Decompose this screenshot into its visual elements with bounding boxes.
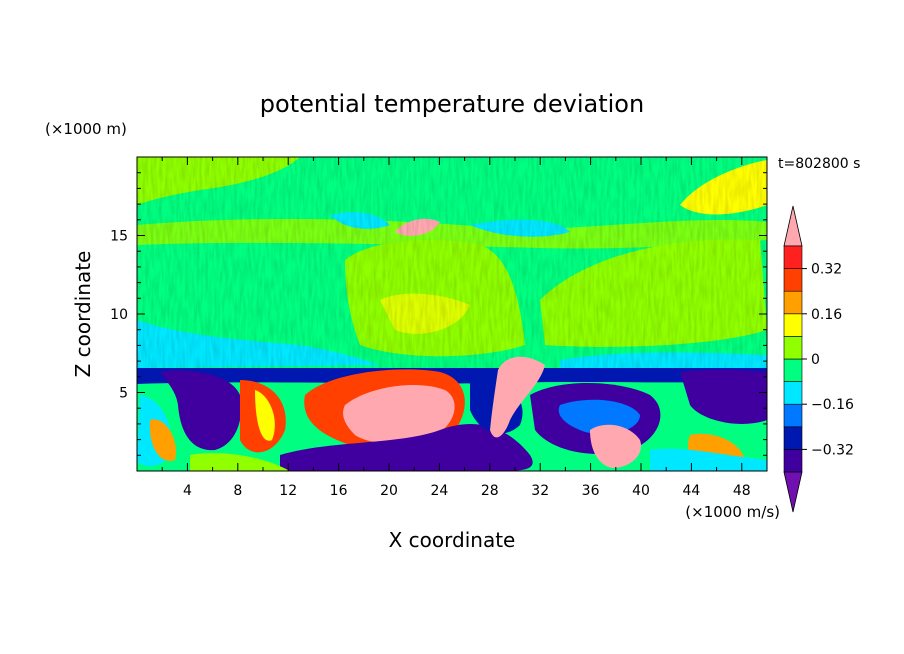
field-mid-purple-band <box>280 424 533 471</box>
x-tick-label: 32 <box>531 483 549 499</box>
field-orange-eddy-left <box>149 419 176 461</box>
y-tick-label: 10 <box>110 307 128 323</box>
field-lower-blue-band <box>137 368 767 384</box>
field-bottom-left-green <box>190 453 290 471</box>
x-tick-label: 40 <box>632 483 650 499</box>
field-bottom-right-cyan <box>650 448 767 471</box>
x-tick-label: 20 <box>380 483 398 499</box>
x-tick-label: 4 <box>183 483 192 499</box>
colorbar-bin <box>783 381 803 405</box>
field-big-pink-swirl <box>343 385 455 444</box>
colorbar-label: −0.32 <box>811 442 854 458</box>
x-tick-label: 8 <box>233 483 242 499</box>
colorbar-bin <box>783 313 803 337</box>
y-tick-label: 5 <box>119 386 128 402</box>
x-unit-label: (×1000 m/s) <box>685 503 780 521</box>
field-right-pink-blob <box>590 424 641 468</box>
colorbar-label: 0.32 <box>811 262 842 278</box>
x-axis: 4 8 12 16 20 24 28 32 36 40 44 48 <box>161 157 751 499</box>
colorbar-label: 0 <box>811 352 820 368</box>
colorbar-bin <box>783 403 803 428</box>
x-tick-label: 48 <box>733 483 751 499</box>
x-tick-label: 12 <box>279 483 297 499</box>
colorbar-bin <box>783 449 803 473</box>
chart-title: potential temperature deviation <box>260 90 644 118</box>
x-tick-label: 36 <box>582 483 600 499</box>
x-tick-label: 28 <box>481 483 499 499</box>
colorbar-max-extension <box>783 205 803 247</box>
colorbar-label: −0.16 <box>811 397 854 413</box>
y-axis: 5 10 15 <box>110 172 767 456</box>
field-purple-eddy-left <box>160 370 242 451</box>
colorbar: 0.32 0.16 0 −0.16 −0.32 <box>783 205 854 513</box>
colorbar-bin <box>783 245 803 269</box>
colorbar-bin <box>783 358 803 382</box>
colorbar-bin <box>783 426 803 450</box>
field-right-blue-swirl <box>558 399 640 435</box>
field-yellow-eddy <box>255 390 275 441</box>
field-pink-plume <box>490 356 545 438</box>
colorbar-bin <box>783 268 803 292</box>
x-tick-label: 16 <box>330 483 348 499</box>
plot-area <box>137 157 767 471</box>
y-tick-label: 15 <box>110 229 128 245</box>
colorbar-bin <box>783 336 803 360</box>
field-far-right-purple <box>680 369 767 425</box>
y-axis-label: Z coordinate <box>71 251 95 378</box>
colorbar-label: 0.16 <box>811 307 842 323</box>
y-unit-label: (×1000 m) <box>45 120 127 138</box>
x-tick-label: 24 <box>430 483 448 499</box>
field-upper-texture <box>137 157 767 369</box>
time-label: t=802800 s <box>778 156 860 172</box>
x-tick-label: 44 <box>682 483 700 499</box>
colorbar-min-extension <box>783 471 803 513</box>
x-axis-label: X coordinate <box>389 528 516 552</box>
colorbar-bin <box>783 290 803 315</box>
